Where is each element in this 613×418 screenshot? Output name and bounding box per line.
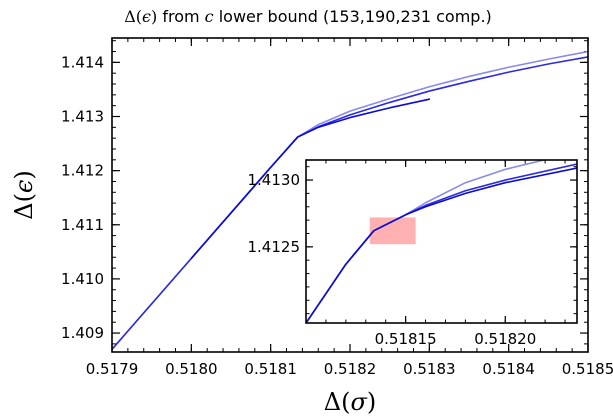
main-y-tick-label: 1.409 xyxy=(61,324,104,342)
inset-series xyxy=(306,160,577,323)
main-x-tick-label: 0.5182 xyxy=(324,360,377,378)
main-plot-frame xyxy=(111,37,589,353)
inset-x-tick-label: 0.51815 xyxy=(375,330,437,348)
y-axis-label: Δ(ϵ) xyxy=(10,170,38,220)
inset-ticks: 0.51815 0.51820 1.4125 1.4130 xyxy=(248,160,577,348)
ylabel-close: ) xyxy=(10,170,38,179)
main-x-tick-label: 0.5181 xyxy=(244,360,297,378)
title-rest: lower bound (153,190,231 comp.) xyxy=(214,7,492,26)
main-x-tick-label: 0.5180 xyxy=(165,360,218,378)
title-c: c xyxy=(205,7,214,26)
xlabel-close: ) xyxy=(367,388,376,416)
title-middle: from xyxy=(157,7,204,26)
main-series xyxy=(112,50,588,351)
main-x-tick-label: 0.5185 xyxy=(562,360,613,378)
inset-plot-frame xyxy=(305,159,578,324)
main-y-tick-label: 1.413 xyxy=(61,108,104,126)
inset-y-tick-label: 1.4125 xyxy=(248,238,301,256)
xlabel-sigma: σ xyxy=(350,388,367,416)
inset-x-tick-label: 0.51820 xyxy=(474,330,536,348)
title-epsilon: ϵ xyxy=(142,7,151,26)
xlabel-open: ( xyxy=(341,388,350,416)
main-y-tick-label: 1.411 xyxy=(61,216,104,234)
main-y-tick-label: 1.414 xyxy=(61,53,104,71)
main-y-tick-label: 1.412 xyxy=(61,162,104,180)
main-x-tick-label: 0.5184 xyxy=(482,360,535,378)
title-delta: Δ xyxy=(124,7,136,26)
main-x-tick-label: 0.5183 xyxy=(403,360,456,378)
main-x-tick-label: 0.5179 xyxy=(86,360,139,378)
title-close: ) xyxy=(151,7,157,26)
main-series-line-3 xyxy=(190,98,431,260)
chart-title: Δ(ϵ) from c lower bound (153,190,231 com… xyxy=(124,7,492,26)
inset-background xyxy=(306,160,577,323)
inset-series-line-3 xyxy=(306,167,577,323)
main-y-tick-label: 1.410 xyxy=(61,270,104,288)
ylabel-epsilon: ϵ xyxy=(10,180,38,193)
ylabel-open: ( xyxy=(10,193,38,202)
xlabel-delta: Δ xyxy=(324,388,341,416)
x-axis-label: Δ(σ) xyxy=(324,388,376,416)
inset-y-tick-label: 1.4130 xyxy=(248,171,301,189)
title-open: ( xyxy=(136,7,142,26)
main-ticks: 0.5179 0.5180 0.5181 0.5182 0.5183 0.5184 0.51… xyxy=(61,38,613,378)
ylabel-delta: Δ xyxy=(10,202,38,219)
